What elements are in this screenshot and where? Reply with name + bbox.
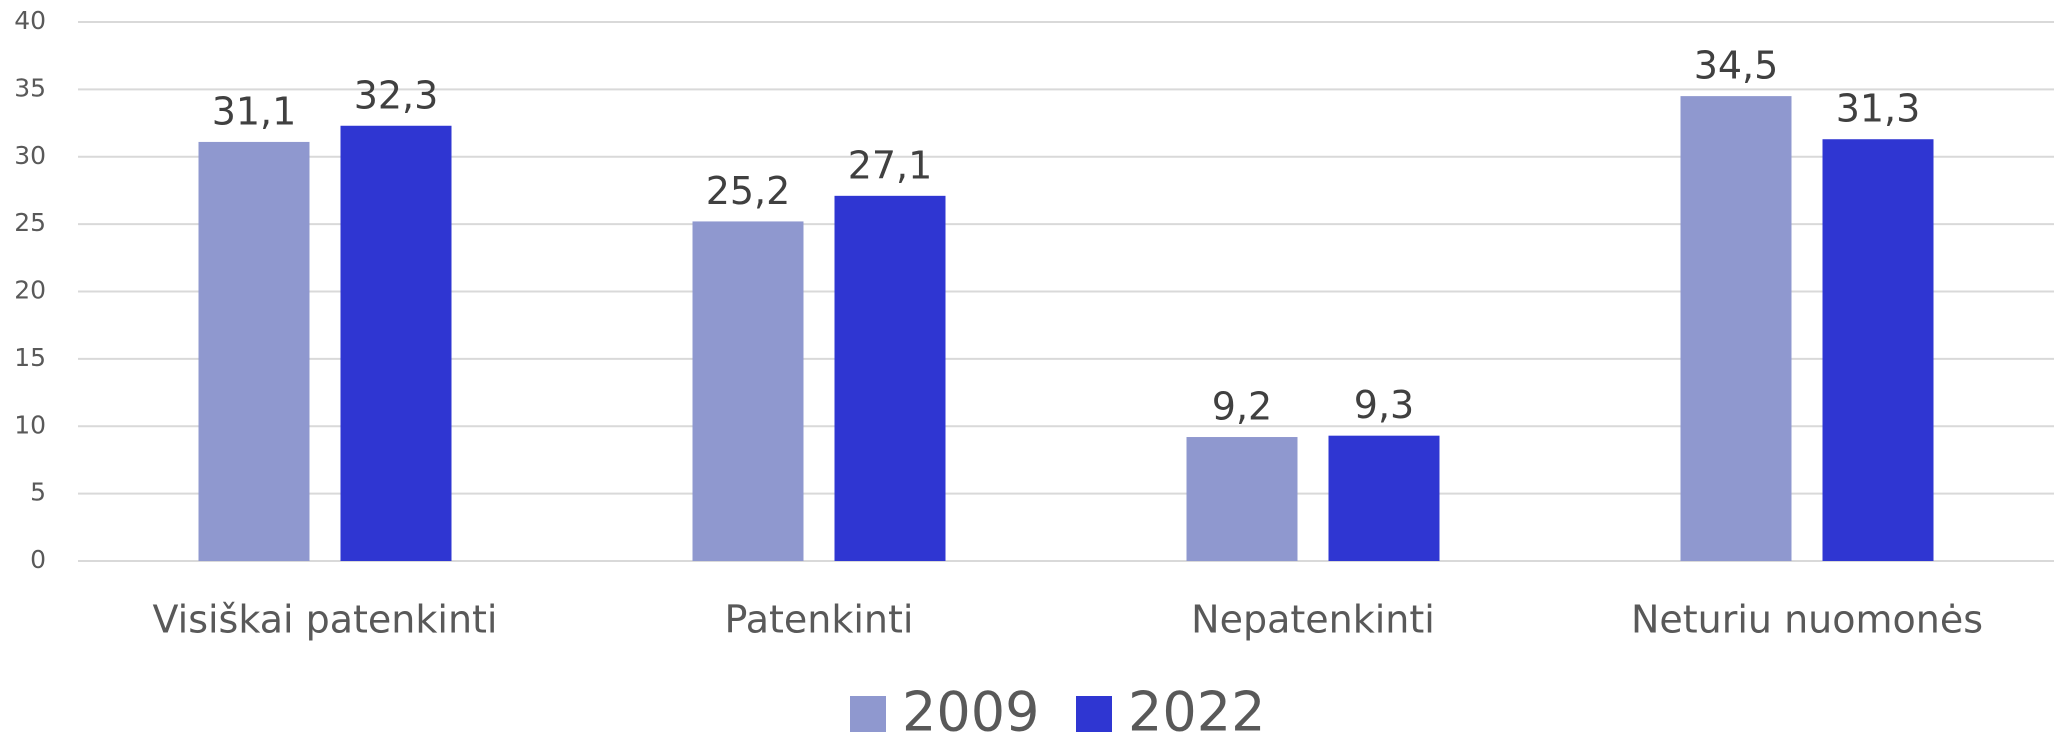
data-label: 31,1 [212, 89, 297, 133]
y-tick-label: 0 [30, 545, 46, 574]
bar [1186, 437, 1298, 561]
bar [692, 221, 804, 561]
y-tick-label: 30 [14, 141, 46, 170]
y-tick-label: 15 [14, 343, 46, 372]
data-label: 27,1 [848, 143, 933, 187]
bar [198, 141, 310, 562]
x-tick-label: Neturiu nuomonės [1631, 598, 1983, 642]
y-tick-label: 35 [14, 73, 46, 102]
y-tick-label: 20 [14, 276, 46, 305]
data-label: 25,2 [706, 169, 791, 213]
legend-label: 2022 [1128, 681, 1265, 738]
bar [340, 125, 452, 561]
x-tick-label: Patenkinti [725, 598, 914, 642]
legend-label: 2009 [902, 681, 1039, 738]
data-label: 9,3 [1354, 383, 1414, 427]
data-label: 9,2 [1212, 385, 1272, 429]
legend-swatch [1076, 696, 1112, 732]
data-label: 31,3 [1836, 87, 1921, 131]
bar [1328, 435, 1440, 561]
y-tick-label: 5 [30, 478, 46, 507]
y-tick-label: 40 [14, 6, 46, 35]
bar [834, 195, 946, 561]
data-label: 32,3 [354, 73, 439, 117]
x-tick-label: Nepatenkinti [1191, 598, 1435, 642]
data-label: 34,5 [1694, 44, 1779, 88]
y-tick-label: 10 [14, 410, 46, 439]
legend-swatch [850, 696, 886, 732]
bar [1680, 96, 1792, 562]
bar [1822, 139, 1934, 562]
y-tick-label: 25 [14, 208, 46, 237]
x-tick-label: Visiškai patenkinti [152, 598, 497, 642]
